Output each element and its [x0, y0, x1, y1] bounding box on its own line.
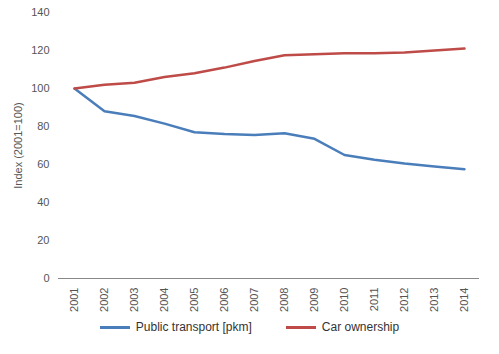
- svg-text:100: 100: [31, 82, 49, 94]
- svg-text:2012: 2012: [398, 288, 410, 312]
- svg-text:2011: 2011: [368, 288, 380, 312]
- svg-text:2009: 2009: [308, 288, 320, 312]
- svg-text:2003: 2003: [128, 288, 140, 312]
- svg-text:140: 140: [31, 6, 49, 18]
- svg-text:60: 60: [37, 158, 49, 170]
- svg-text:2005: 2005: [188, 288, 200, 312]
- svg-text:2008: 2008: [278, 288, 290, 312]
- svg-text:120: 120: [31, 44, 49, 56]
- svg-text:40: 40: [37, 196, 49, 208]
- svg-text:Index (2001=100): Index (2001=100): [12, 102, 24, 189]
- svg-text:2002: 2002: [98, 288, 110, 312]
- svg-text:2010: 2010: [338, 288, 350, 312]
- svg-text:2004: 2004: [158, 288, 170, 312]
- html-text:Car ownership: Car ownership: [321, 320, 400, 334]
- svg-text:2014: 2014: [458, 288, 470, 312]
- svg-text:20: 20: [37, 234, 49, 246]
- svg-text:2006: 2006: [218, 288, 230, 312]
- svg-text:80: 80: [37, 120, 49, 132]
- svg-text:0: 0: [43, 272, 49, 284]
- svg-text:2007: 2007: [248, 288, 260, 312]
- html-text:Public transport [pkm]: Public transport [pkm]: [135, 320, 252, 334]
- svg-text:2013: 2013: [428, 288, 440, 312]
- svg-text:2001: 2001: [68, 288, 80, 312]
